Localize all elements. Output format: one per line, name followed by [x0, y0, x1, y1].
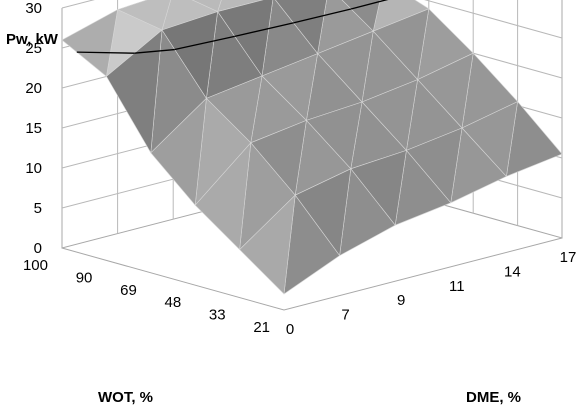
contour-segment [174, 35, 235, 51]
z-tick-label: 5 [34, 200, 42, 217]
x-axis-title: DME, % [466, 389, 521, 406]
x-tick-label: 14 [504, 263, 521, 280]
surface-plot [61, 0, 563, 295]
y-tick-label: 69 [120, 282, 137, 299]
surface-facet [61, 9, 118, 77]
y-tick-label: 90 [76, 269, 93, 286]
z-tick-label: 30 [25, 0, 42, 17]
x-tick-label: 9 [397, 292, 405, 309]
x-tick-label: 17 [560, 249, 576, 266]
x-tick-label: 7 [341, 307, 349, 324]
y-tick-label: 100 [23, 257, 48, 274]
contour-segment [76, 51, 135, 54]
z-axis-title: Pw, kW [6, 31, 59, 48]
y-tick-label: 21 [253, 319, 270, 336]
contour-lines [76, 0, 389, 54]
contour-segment [234, 22, 294, 38]
y-tick-label: 48 [165, 294, 182, 311]
z-tick-label: 10 [25, 160, 42, 177]
x-tick-label: 11 [449, 278, 465, 295]
z-tick-label: 25 [25, 40, 42, 57]
x-tick-label: 0 [286, 321, 294, 338]
contour-segment [293, 8, 352, 24]
surface-facet [239, 194, 296, 295]
z-tick-label: 0 [34, 240, 42, 257]
z-tick-label: 15 [25, 120, 42, 137]
surface-facet [150, 98, 207, 206]
z-tick-label: 20 [25, 80, 42, 97]
contour-segment [350, 0, 389, 10]
contour-segment [134, 48, 175, 54]
surface-facet [194, 142, 252, 250]
y-axis-title: WOT, % [98, 389, 153, 406]
y-tick-label: 33 [209, 307, 226, 324]
floor-edge [61, 237, 563, 311]
